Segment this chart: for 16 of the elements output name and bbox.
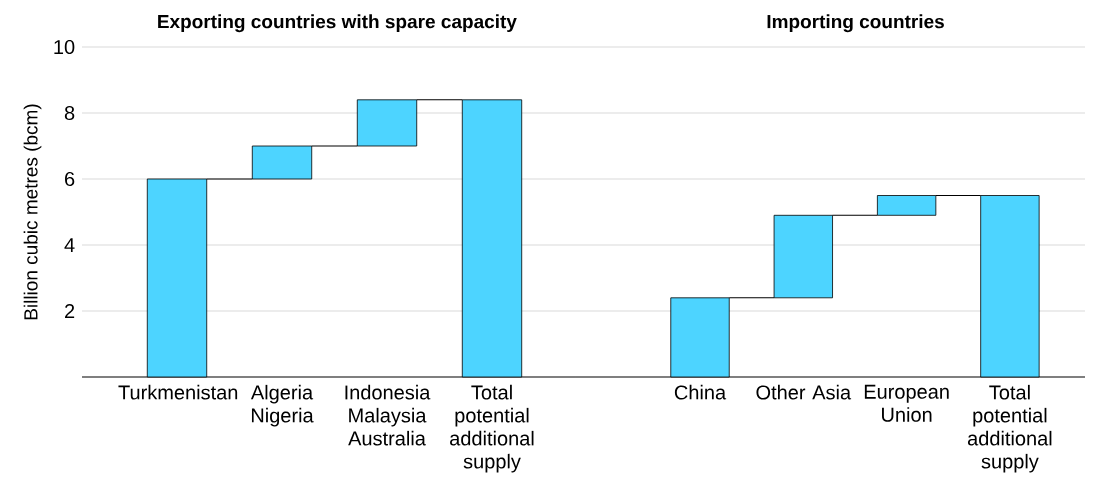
x-tick-label: Algeria Nigeria bbox=[250, 384, 314, 427]
y-tick-label: 6 bbox=[65, 171, 75, 187]
x-tick-label: Turkmenistan bbox=[118, 384, 238, 400]
x-tick-label: Indonesia Malaysia Australia bbox=[345, 384, 431, 446]
x-tick-label: European Union bbox=[864, 384, 949, 422]
chart-title: Importing countries bbox=[767, 14, 944, 33]
y-tick-label: 10 bbox=[54, 39, 75, 55]
y-tick-label: 4 bbox=[64, 238, 75, 252]
x-tick-label: Total potential additional supply bbox=[450, 384, 534, 473]
chart-title: Exporting countries with spare capacity bbox=[158, 14, 517, 33]
y-tick-label: 8 bbox=[64, 105, 75, 121]
x-tick-label: Total potential additional supply bbox=[967, 384, 1052, 473]
x-tick-label: Other Asia bbox=[756, 384, 852, 400]
x-tick-label: China bbox=[674, 384, 727, 400]
y-axis-title: Billion cubic metres (bcm) bbox=[23, 104, 42, 320]
y-tick-label: 2 bbox=[65, 304, 75, 318]
